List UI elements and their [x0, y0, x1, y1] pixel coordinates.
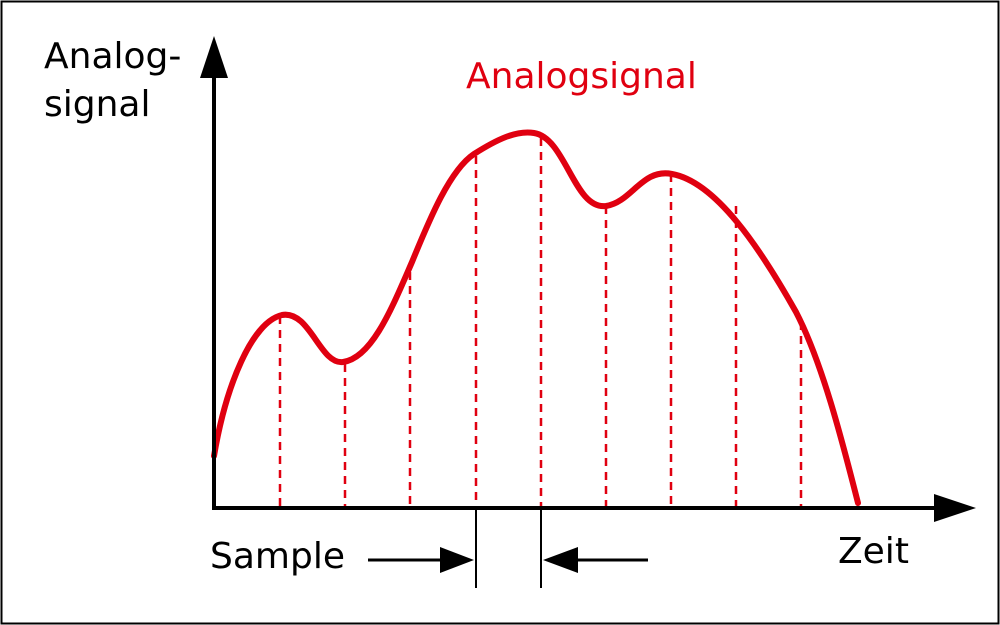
axes: [200, 36, 976, 522]
arrow-left-head: [543, 547, 578, 573]
sample-interval-marker: [368, 510, 648, 588]
sample-label: Sample: [210, 536, 345, 577]
y-axis-arrowhead: [200, 36, 228, 78]
signal-label: Analogsignal: [466, 56, 697, 97]
sample-lines: [278, 138, 803, 506]
y-axis-label-line2: signal: [44, 84, 151, 125]
arrow-right-head: [440, 547, 474, 573]
x-axis-label: Zeit: [838, 531, 909, 572]
y-axis-label-line1: Analog-: [44, 36, 181, 77]
analog-signal-curve: [211, 129, 861, 506]
x-axis-arrowhead: [934, 494, 976, 522]
